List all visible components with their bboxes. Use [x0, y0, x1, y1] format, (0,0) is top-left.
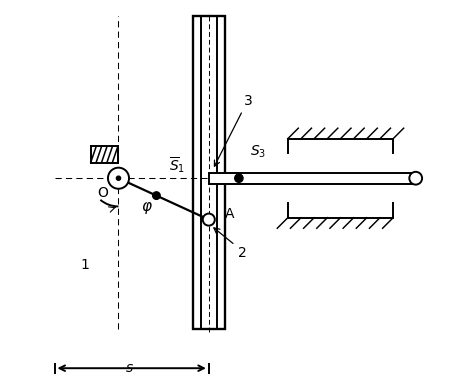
Text: 3: 3: [244, 94, 253, 108]
Circle shape: [410, 172, 422, 185]
Text: $\overline{S}_1$: $\overline{S}_1$: [169, 155, 185, 175]
Text: 1: 1: [80, 258, 89, 272]
Text: $S_3$: $S_3$: [250, 144, 266, 160]
Circle shape: [203, 214, 215, 226]
Text: s: s: [126, 361, 133, 375]
Bar: [193, 16, 225, 329]
Circle shape: [235, 174, 243, 182]
Bar: [209, 172, 416, 184]
Text: $\varphi$: $\varphi$: [141, 200, 153, 216]
Circle shape: [153, 192, 160, 199]
Text: A: A: [225, 207, 234, 221]
Text: O: O: [97, 186, 108, 200]
Circle shape: [117, 176, 120, 180]
Circle shape: [108, 168, 129, 189]
Text: 2: 2: [238, 246, 247, 260]
